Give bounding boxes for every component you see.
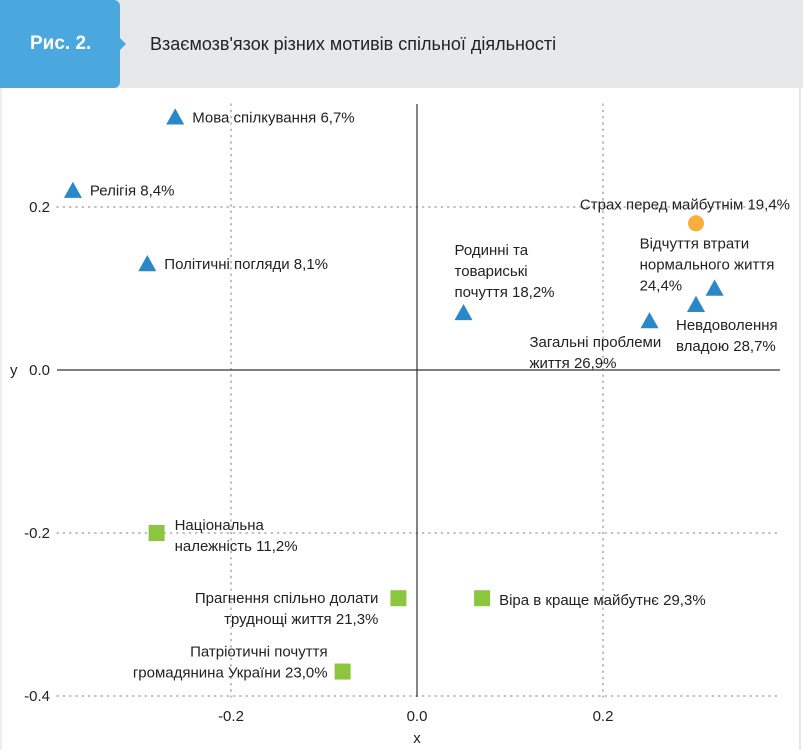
point-label-strakh: Страх перед майбутнім 19,4% bbox=[580, 196, 790, 213]
point-label-mova: Мова спілкування 6,7% bbox=[192, 109, 354, 126]
y-tick-label: 0.2 bbox=[29, 199, 50, 216]
point-label-politychni-pohlyady: Політичні погляди 8,1% bbox=[164, 256, 328, 273]
point-label-line: Загальні проблеми bbox=[530, 334, 662, 351]
point-label-line: Віра в краще майбутнє 29,3% bbox=[499, 592, 706, 609]
point-label-line: життя 26,9% bbox=[530, 355, 617, 372]
square-marker-patriotychni bbox=[334, 663, 351, 680]
point-label-line: Відчуття втрати bbox=[640, 236, 750, 253]
x-tick-label: -0.2 bbox=[218, 708, 244, 725]
point-label-line: Родинні та bbox=[455, 242, 529, 259]
triangle-marker-rodynni-pochuttya bbox=[454, 303, 473, 321]
triangle-marker-vidchuttya-vtraty bbox=[705, 279, 724, 296]
square-marker-vira bbox=[474, 590, 491, 607]
point-label-line: Національна bbox=[175, 517, 265, 534]
x-axis-label: x bbox=[413, 730, 421, 747]
triangle-marker-nevdovolennya bbox=[687, 295, 705, 312]
figure-title: Взаємозв'язок різних мотивів спільної ді… bbox=[150, 34, 557, 54]
y-tick-label: 0.0 bbox=[29, 362, 50, 379]
point-label-line: 24,4% bbox=[640, 278, 683, 295]
figure-header bbox=[0, 0, 803, 88]
point-label-patriotychni: Патріотичні почуття громадянина України 2… bbox=[133, 644, 328, 682]
point-label-line: Невдоволення bbox=[676, 317, 778, 334]
point-label-line: нормального життя bbox=[640, 257, 775, 274]
point-label-vira: Віра в краще майбутнє 29,3% bbox=[499, 592, 706, 609]
x-tick-label: 0.0 bbox=[407, 708, 428, 725]
point-label-line: Мова спілкування 6,7% bbox=[192, 109, 354, 126]
data-points bbox=[63, 108, 724, 680]
point-label-line: труднощі життя 21,3% bbox=[224, 611, 378, 628]
triangle-marker-politychni-pohlyady bbox=[138, 255, 157, 272]
point-labels: Мова спілкування 6,7% Релігія 8,4% Політич… bbox=[90, 109, 790, 681]
tick-labels: 0.2 0.0 -0.2 -0.4 -0.2 0.0 0.2 x y bbox=[10, 199, 613, 747]
point-label-vidchuttya-vtraty: Відчуття втрати нормального життя 24,4% bbox=[640, 236, 775, 295]
point-label-line: Прагнення спільно долати bbox=[195, 590, 379, 607]
point-label-zahalni-problemy: Загальні проблеми життя 26,9% bbox=[530, 334, 662, 372]
point-label-nevdovolennya: Невдоволення владою 28,7% bbox=[676, 317, 778, 355]
circle-marker-strakh bbox=[688, 215, 704, 232]
point-label-natsionalna: Національна належність 11,2% bbox=[175, 517, 298, 555]
x-tick-label: 0.2 bbox=[593, 708, 614, 725]
point-label-line: громадянина України 23,0% bbox=[133, 665, 328, 682]
point-label-line: належність 11,2% bbox=[175, 538, 298, 555]
axes bbox=[57, 104, 780, 697]
point-label-line: Патріотичні почуття bbox=[190, 644, 328, 661]
point-label-line: владою 28,7% bbox=[676, 338, 776, 355]
y-axis-label: y bbox=[10, 362, 18, 379]
point-label-religiya: Релігія 8,4% bbox=[90, 183, 175, 200]
point-label-line: почуття 18,2% bbox=[455, 284, 555, 301]
point-label-line: Релігія 8,4% bbox=[90, 183, 175, 200]
triangle-marker-religiya bbox=[63, 181, 82, 198]
point-label-prahnennya: Прагнення спільно долати труднощі життя 2… bbox=[195, 590, 379, 628]
point-label-line: товариські bbox=[455, 263, 528, 280]
point-label-line: Політичні погляди 8,1% bbox=[164, 256, 328, 273]
figure-number-tab: Рис. 2. bbox=[0, 0, 126, 88]
square-marker-natsionalna bbox=[148, 525, 165, 541]
square-marker-prahnennya bbox=[390, 590, 407, 607]
figure-number: Рис. 2. bbox=[30, 33, 92, 54]
point-label-rodynni-pochuttya: Родинні та товариські почуття 18,2% bbox=[455, 242, 555, 301]
triangle-marker-zahalni-problemy bbox=[640, 312, 659, 329]
grid bbox=[56, 103, 781, 698]
point-label-line: Страх перед майбутнім 19,4% bbox=[580, 196, 790, 213]
triangle-marker-mova bbox=[166, 108, 185, 125]
y-tick-label: -0.4 bbox=[24, 688, 50, 705]
y-tick-label: -0.2 bbox=[24, 525, 50, 542]
